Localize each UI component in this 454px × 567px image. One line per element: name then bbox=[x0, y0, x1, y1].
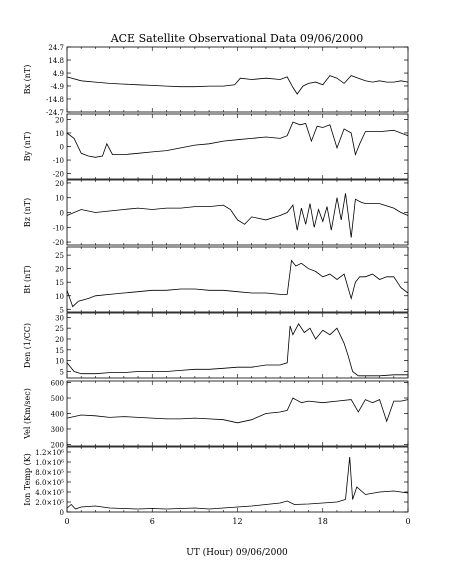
y-tick-label: 20 bbox=[55, 266, 64, 274]
panel-frame bbox=[66, 380, 409, 447]
y-tick-label: 10 bbox=[55, 195, 64, 203]
y-tick-label: 4.9 bbox=[53, 70, 64, 78]
x-tick-label: 0 bbox=[64, 517, 69, 526]
y-tick-label: 20 bbox=[55, 336, 64, 344]
y-axis-label: Bx (nT) bbox=[23, 65, 32, 95]
y-tick-label: 10 bbox=[55, 293, 64, 301]
y-tick-label: 24.7 bbox=[48, 44, 64, 52]
chart-title: ACE Satellite Observational Data 09/06/2… bbox=[110, 32, 364, 45]
y-tick-label: -14.8 bbox=[46, 96, 64, 104]
series-line bbox=[66, 75, 409, 95]
y-tick-label: 0 bbox=[60, 210, 64, 218]
y-tick-label: 8.0×10⁵ bbox=[35, 469, 64, 477]
chart-panels: 24.7 14.8 4.9 -4.9 -14.8 -24.7 Bx (nT) 20 10 0 -10… bbox=[23, 44, 409, 517]
x-tick-label: 0 bbox=[405, 517, 410, 526]
panel-frame bbox=[66, 179, 409, 246]
panel-3: 20 10 0 -10 -20 Bz (nT) bbox=[23, 179, 409, 247]
y-tick-label: 200 bbox=[51, 441, 64, 449]
y-tick-label: -4.9 bbox=[51, 83, 65, 91]
y-tick-label: 0 bbox=[60, 509, 64, 517]
y-tick-label: 0 bbox=[60, 144, 64, 152]
y-tick-label: -24.7 bbox=[46, 109, 64, 117]
panel-5: 30 25 20 15 10 5 Den (1/CC) bbox=[23, 312, 409, 379]
y-tick-label: 1.2×10⁶ bbox=[35, 449, 64, 457]
y-tick-label: 6.0×10⁵ bbox=[35, 479, 64, 487]
x-tick-label: 18 bbox=[318, 517, 328, 526]
y-tick-label: 400 bbox=[51, 411, 64, 419]
series-line bbox=[66, 193, 409, 238]
y-tick-label: 1.0×10⁶ bbox=[35, 459, 64, 467]
x-axis-label: UT (Hour) 09/06/2000 bbox=[186, 547, 288, 558]
y-tick-label: -10 bbox=[53, 224, 64, 232]
y-tick-label: 14.8 bbox=[48, 57, 64, 65]
panel-frame bbox=[66, 446, 409, 513]
panel-6: 600 500 400 300 200 Vel (Km/sec) bbox=[23, 380, 409, 449]
series-line bbox=[66, 259, 409, 308]
y-tick-label: 5 bbox=[60, 306, 64, 314]
y-axis-label: Ion Temp (K) bbox=[23, 453, 32, 506]
y-tick-label: 4.0×10⁵ bbox=[35, 489, 64, 497]
y-tick-label: 15 bbox=[55, 279, 64, 287]
series-line bbox=[66, 121, 409, 158]
panel-2: 20 10 0 -10 -20 By (nT) bbox=[23, 113, 409, 180]
series-line bbox=[66, 456, 409, 510]
x-tick-label: 12 bbox=[232, 517, 242, 526]
panel-frame bbox=[66, 312, 409, 379]
panel-7: 1.2×10⁶ 1.0×10⁶ 8.0×10⁵ 6.0×10⁵ 4.0×10⁵ 2.0×1… bbox=[23, 446, 409, 517]
y-axis-label: Bz (nT) bbox=[23, 198, 32, 227]
x-axis-ticks: 0 6 12 18 0 bbox=[64, 517, 410, 526]
x-tick-label: 6 bbox=[150, 517, 155, 526]
panel-4: 25 20 15 10 5 Bt (nT) bbox=[23, 246, 409, 314]
y-tick-label: 2.0×10⁵ bbox=[35, 499, 64, 507]
panel-1: 24.7 14.8 4.9 -4.9 -14.8 -24.7 Bx (nT) bbox=[23, 44, 409, 117]
panel-frame bbox=[66, 246, 409, 313]
y-tick-label: -10 bbox=[53, 157, 64, 165]
y-axis-label: By (nT) bbox=[23, 132, 32, 162]
y-tick-label: 30 bbox=[55, 314, 64, 322]
y-axis-label: Den (1/CC) bbox=[23, 323, 32, 368]
y-tick-label: 20 bbox=[55, 180, 64, 188]
y-tick-label: 15 bbox=[55, 347, 64, 355]
y-tick-label: 20 bbox=[55, 116, 64, 124]
y-axis-label: Vel (Km/sec) bbox=[23, 388, 32, 440]
panel-frame bbox=[66, 113, 409, 180]
y-tick-label: -20 bbox=[53, 239, 64, 247]
y-tick-label: -20 bbox=[53, 171, 64, 179]
y-tick-label: 25 bbox=[55, 252, 64, 260]
y-tick-label: 5 bbox=[60, 369, 64, 377]
series-line bbox=[66, 323, 408, 377]
y-tick-label: 10 bbox=[55, 130, 64, 138]
y-tick-label: 600 bbox=[51, 380, 64, 388]
y-axis-label: Bt (nT) bbox=[23, 265, 32, 293]
y-tick-label: 300 bbox=[51, 426, 64, 434]
series-line bbox=[66, 397, 409, 424]
panel-frame bbox=[66, 46, 409, 113]
y-tick-label: 10 bbox=[55, 358, 64, 366]
y-tick-label: 25 bbox=[55, 325, 64, 333]
y-tick-label: 500 bbox=[51, 395, 64, 403]
